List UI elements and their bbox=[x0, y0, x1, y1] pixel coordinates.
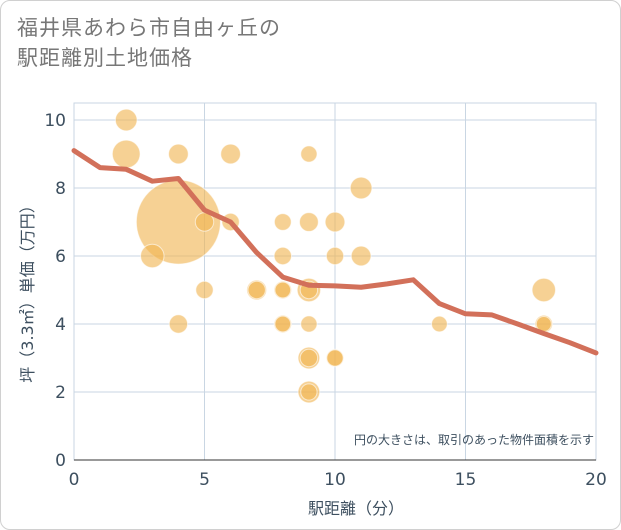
y-axis-ticks: 0 2 4 6 8 10 bbox=[44, 111, 66, 471]
bubble-point bbox=[274, 281, 292, 299]
x-axis-ticks: 0 5 10 15 20 bbox=[69, 470, 607, 490]
size-note: 円の大きさは、取引のあった物件面積を示す bbox=[354, 432, 594, 447]
x-tick-label: 5 bbox=[199, 470, 210, 490]
bubble-point bbox=[431, 315, 448, 333]
trend-line bbox=[71, 148, 599, 356]
y-tick-label: 4 bbox=[55, 315, 66, 335]
bubble-point bbox=[114, 108, 138, 132]
bubble-point bbox=[299, 348, 319, 368]
x-axis-label: 駅距離（分） bbox=[308, 499, 404, 518]
x-tick-label: 10 bbox=[324, 470, 346, 490]
bubble-point bbox=[247, 280, 266, 300]
bubble-point bbox=[350, 245, 372, 267]
chart-title-line-2: 駅距離別土地価格 bbox=[17, 46, 193, 70]
bubble-point bbox=[300, 145, 318, 163]
chart-title-line-1: 福井県あわら市自由ヶ丘の bbox=[17, 16, 281, 40]
grid-lines bbox=[73, 102, 597, 461]
bubble-point bbox=[111, 139, 141, 169]
chart-title: 福井県あわら市自由ヶ丘の 駅距離別土地価格 bbox=[17, 13, 281, 73]
x-tick-label: 0 bbox=[69, 470, 80, 490]
bubble-point bbox=[140, 243, 165, 269]
bubble-point bbox=[324, 211, 346, 233]
bubble-point bbox=[326, 349, 344, 367]
y-tick-label: 8 bbox=[55, 179, 66, 199]
y-tick-label: 0 bbox=[55, 451, 66, 471]
x-tick-label: 20 bbox=[585, 470, 607, 490]
bubble-point bbox=[220, 143, 241, 165]
bubble-point bbox=[273, 246, 292, 266]
x-tick-label: 15 bbox=[455, 470, 477, 490]
trend-line-series bbox=[71, 148, 599, 356]
bubble-point bbox=[325, 246, 345, 266]
bubble-point bbox=[168, 143, 189, 165]
bubble-point bbox=[531, 277, 557, 303]
y-tick-label: 2 bbox=[55, 383, 66, 403]
bubble-point bbox=[298, 212, 319, 232]
bubble-point bbox=[274, 315, 292, 333]
y-tick-label: 10 bbox=[44, 111, 66, 131]
y-tick-label: 6 bbox=[55, 247, 66, 267]
bubble-point bbox=[300, 383, 318, 401]
bubble-point bbox=[349, 176, 373, 200]
bubble-point bbox=[300, 315, 318, 333]
bubble-point bbox=[168, 314, 189, 334]
y-axis-label: 坪（3.3㎡）単価（万円） bbox=[18, 197, 37, 382]
bubble-point bbox=[195, 280, 214, 300]
bubble-point bbox=[273, 213, 292, 231]
